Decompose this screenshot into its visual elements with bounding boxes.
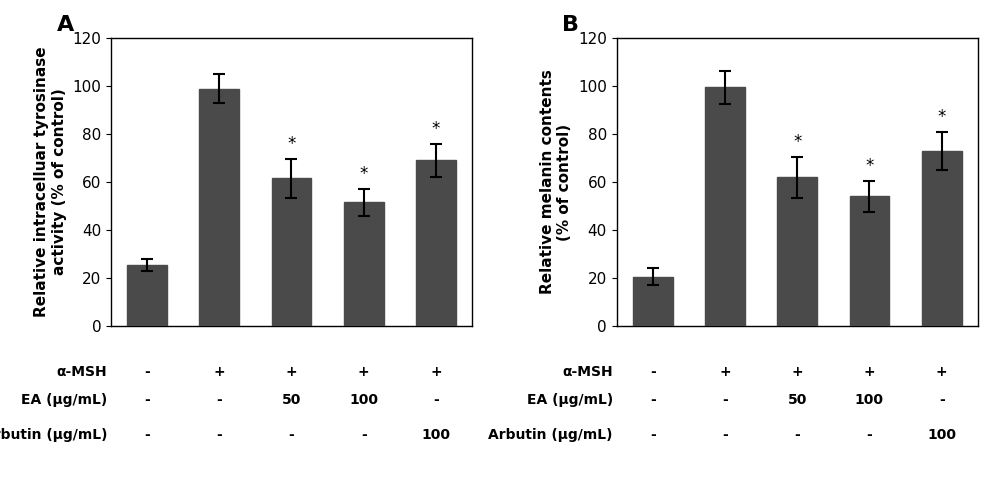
Text: EA (μg/mL): EA (μg/mL) — [21, 393, 107, 408]
Text: +: + — [719, 365, 731, 379]
Text: *: * — [937, 108, 946, 125]
Bar — [921, 151, 962, 326]
Text: *: * — [287, 135, 295, 153]
Text: -: - — [433, 393, 438, 408]
Text: 100: 100 — [927, 428, 957, 442]
Text: *: * — [865, 157, 874, 175]
Text: +: + — [358, 365, 370, 379]
Text: -: - — [217, 428, 222, 442]
Text: -: - — [361, 428, 367, 442]
Text: -: - — [938, 393, 944, 408]
Bar — [200, 89, 239, 326]
Text: +: + — [214, 365, 225, 379]
Text: 100: 100 — [349, 393, 378, 408]
Text: -: - — [650, 428, 655, 442]
Text: 100: 100 — [855, 393, 884, 408]
Bar — [416, 160, 456, 326]
Text: +: + — [935, 365, 948, 379]
Text: +: + — [285, 365, 297, 379]
Text: A: A — [56, 15, 74, 35]
Text: 100: 100 — [421, 428, 451, 442]
Text: -: - — [144, 428, 150, 442]
Text: α-MSH: α-MSH — [562, 365, 613, 379]
Bar — [705, 88, 745, 326]
Text: B: B — [562, 15, 580, 35]
Text: -: - — [722, 428, 728, 442]
Bar — [344, 203, 384, 326]
Text: 50: 50 — [787, 393, 806, 408]
Text: +: + — [791, 365, 803, 379]
Bar — [127, 264, 167, 326]
Text: -: - — [794, 428, 800, 442]
Text: -: - — [650, 393, 655, 408]
Text: Arbutin (μg/mL): Arbutin (μg/mL) — [489, 428, 613, 442]
Text: EA (μg/mL): EA (μg/mL) — [527, 393, 613, 408]
Y-axis label: Relative melanin contents
(% of control): Relative melanin contents (% of control) — [540, 69, 573, 295]
Text: -: - — [867, 428, 872, 442]
Bar — [633, 277, 672, 326]
Text: -: - — [722, 393, 728, 408]
Bar — [850, 196, 889, 326]
Text: -: - — [144, 393, 150, 408]
Text: -: - — [288, 428, 294, 442]
Text: +: + — [430, 365, 442, 379]
Text: Arbutin (μg/mL): Arbutin (μg/mL) — [0, 428, 107, 442]
Text: 50: 50 — [282, 393, 301, 408]
Text: *: * — [360, 165, 368, 183]
Text: *: * — [793, 133, 801, 151]
Bar — [777, 177, 817, 326]
Text: -: - — [144, 365, 150, 379]
Text: -: - — [217, 393, 222, 408]
Text: *: * — [431, 120, 440, 138]
Text: α-MSH: α-MSH — [56, 365, 107, 379]
Y-axis label: Relative intracelluar tyrosinase
activity (% of control): Relative intracelluar tyrosinase activit… — [34, 47, 67, 317]
Bar — [271, 179, 311, 326]
Text: +: + — [864, 365, 875, 379]
Text: -: - — [650, 365, 655, 379]
